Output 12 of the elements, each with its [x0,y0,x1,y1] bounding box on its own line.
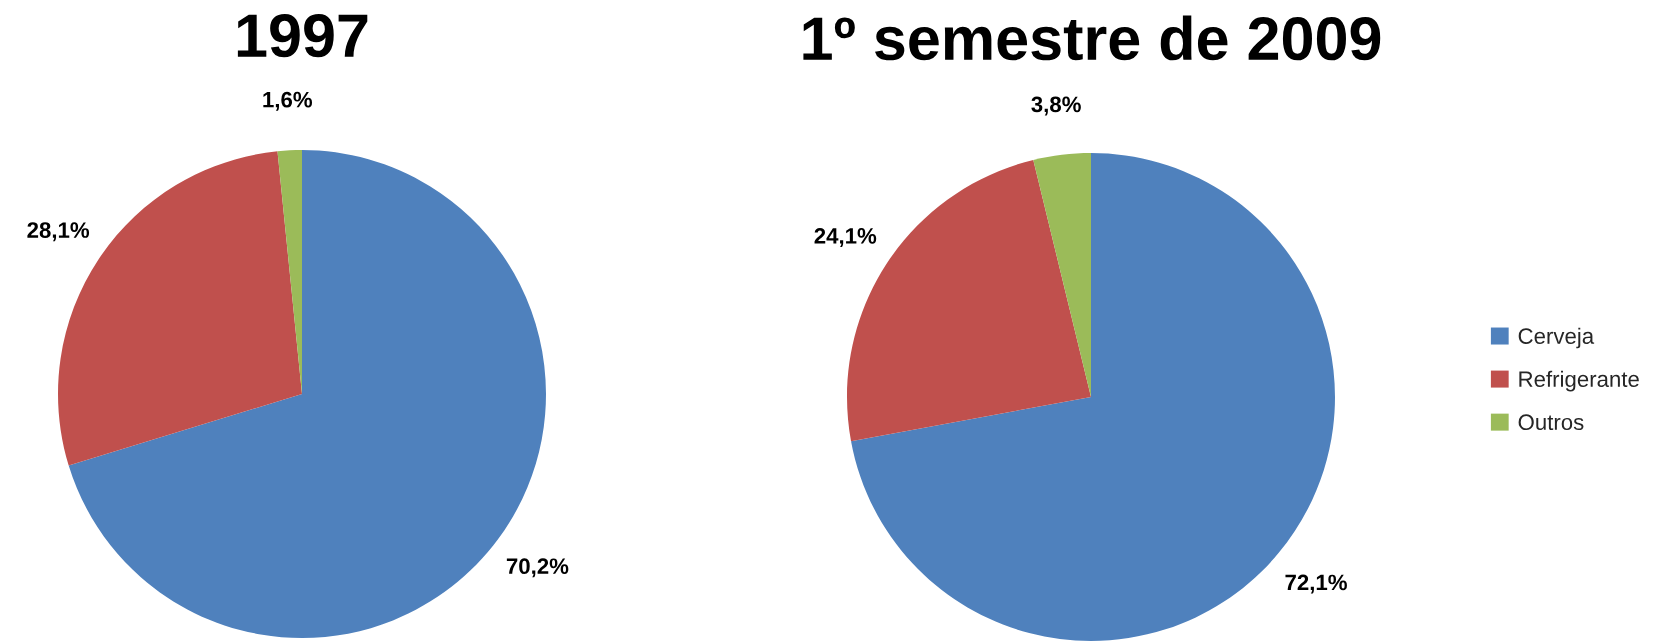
legend-label: Refrigerante [1519,370,1639,392]
chart-title: 1997 [237,14,368,58]
data-label: 70,2% [506,558,569,578]
data-label: 28,1% [27,222,90,242]
chart-title: 1º semestre de 2009 [803,15,1381,61]
data-label: 72,1% [1285,574,1347,594]
data-label: 3,8% [1031,96,1081,116]
data-label: 24,1% [814,228,877,247]
data-label: 1,6% [263,91,313,111]
pie-slice [1033,153,1091,397]
legend-label: Cerveja [1518,327,1595,349]
legend-label: Outros [1518,414,1584,431]
